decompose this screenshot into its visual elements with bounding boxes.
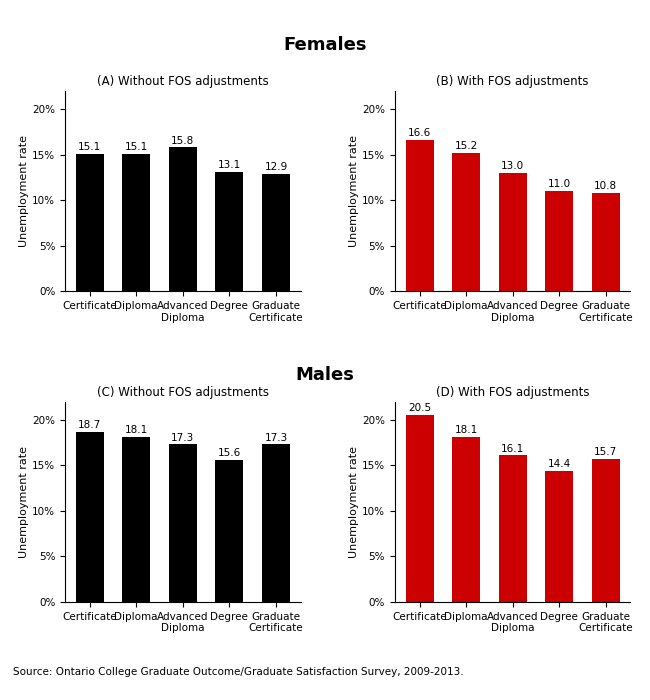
- Bar: [406, 140, 434, 291]
- Text: 20.5: 20.5: [408, 403, 431, 414]
- Bar: [592, 193, 620, 291]
- Y-axis label: Unemployment rate: Unemployment rate: [20, 135, 29, 247]
- Text: 18.7: 18.7: [78, 420, 101, 430]
- Text: 15.1: 15.1: [78, 142, 101, 152]
- Bar: [452, 437, 480, 602]
- Bar: [215, 172, 243, 291]
- Text: 17.3: 17.3: [265, 433, 287, 442]
- Bar: [122, 154, 150, 291]
- Bar: [75, 154, 103, 291]
- Bar: [262, 174, 290, 291]
- Text: 15.8: 15.8: [171, 136, 194, 146]
- Title: (D) With FOS adjustments: (D) With FOS adjustments: [436, 386, 590, 399]
- Y-axis label: Unemployment rate: Unemployment rate: [349, 135, 359, 247]
- Text: 18.1: 18.1: [125, 426, 148, 435]
- Text: 12.9: 12.9: [265, 162, 287, 172]
- Bar: [499, 173, 526, 291]
- Text: 16.6: 16.6: [408, 128, 431, 139]
- Bar: [545, 471, 573, 602]
- Bar: [262, 444, 290, 602]
- Text: 15.7: 15.7: [594, 447, 618, 457]
- Title: (C) Without FOS adjustments: (C) Without FOS adjustments: [97, 386, 269, 399]
- Bar: [215, 460, 243, 602]
- Text: 13.0: 13.0: [501, 161, 525, 172]
- Text: 18.1: 18.1: [454, 426, 478, 435]
- Text: 15.6: 15.6: [218, 448, 241, 458]
- Text: 17.3: 17.3: [171, 433, 194, 442]
- Text: 10.8: 10.8: [594, 181, 618, 191]
- Bar: [499, 455, 526, 602]
- Text: Females: Females: [283, 36, 367, 55]
- Text: Males: Males: [296, 365, 354, 384]
- Text: 11.0: 11.0: [548, 179, 571, 190]
- Bar: [169, 444, 197, 602]
- Text: Source: Ontario College Graduate Outcome/Graduate Satisfaction Survey, 2009-2013: Source: Ontario College Graduate Outcome…: [13, 667, 463, 677]
- Y-axis label: Unemployment rate: Unemployment rate: [20, 446, 29, 558]
- Text: 14.4: 14.4: [548, 459, 571, 469]
- Text: 16.1: 16.1: [501, 444, 525, 454]
- Bar: [406, 415, 434, 602]
- Title: (A) Without FOS adjustments: (A) Without FOS adjustments: [97, 76, 268, 88]
- Bar: [169, 148, 197, 291]
- Bar: [592, 459, 620, 602]
- Bar: [545, 191, 573, 291]
- Bar: [122, 437, 150, 602]
- Text: 15.1: 15.1: [125, 142, 148, 152]
- Bar: [452, 153, 480, 291]
- Title: (B) With FOS adjustments: (B) With FOS adjustments: [436, 76, 589, 88]
- Y-axis label: Unemployment rate: Unemployment rate: [349, 446, 359, 558]
- Text: 15.2: 15.2: [454, 141, 478, 151]
- Bar: [75, 432, 103, 602]
- Text: 13.1: 13.1: [218, 160, 241, 170]
